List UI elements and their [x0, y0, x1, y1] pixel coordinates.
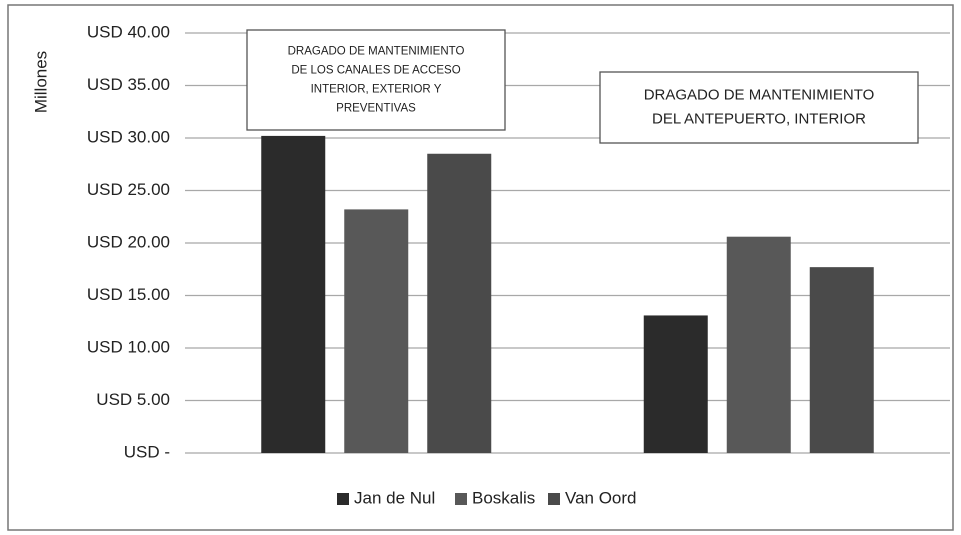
annotation-box — [599, 71, 919, 144]
y-tick-label: USD 25.00 — [87, 180, 170, 199]
annotation-text: DEL ANTEPUERTO, INTERIOR — [652, 110, 866, 127]
legend-swatch — [548, 493, 560, 505]
legend-label: Jan de Nul — [354, 488, 435, 507]
y-tick-label: USD 5.00 — [96, 390, 170, 409]
bar — [427, 153, 492, 453]
legend-swatch — [337, 493, 349, 505]
legend-swatch — [455, 493, 467, 505]
bar — [344, 209, 409, 453]
bar — [809, 267, 874, 453]
annotation-text: DRAGADO DE MANTENIMIENTO — [644, 86, 875, 103]
annotation-text: PREVENTIVAS — [336, 103, 416, 115]
bar — [643, 315, 708, 453]
legend-label: Van Oord — [565, 488, 637, 507]
y-tick-label: USD 40.00 — [87, 22, 170, 41]
legend-label: Boskalis — [472, 488, 535, 507]
y-tick-label: USD 30.00 — [87, 127, 170, 146]
y-tick-label: USD 20.00 — [87, 232, 170, 251]
annotation-text: DE LOS CANALES DE ACCESO — [291, 65, 460, 77]
y-axis-label: Millones — [31, 51, 50, 113]
y-tick-label: USD 10.00 — [87, 337, 170, 356]
y-tick-label: USD 35.00 — [87, 75, 170, 94]
annotation-text: INTERIOR, EXTERIOR Y — [311, 84, 442, 96]
annotation-box — [246, 29, 506, 131]
bar — [726, 236, 791, 453]
bar — [261, 135, 326, 453]
y-tick-label: USD 15.00 — [87, 285, 170, 304]
annotation-text: DRAGADO DE MANTENIMIENTO — [288, 46, 465, 58]
y-tick-label: USD - — [124, 442, 170, 461]
